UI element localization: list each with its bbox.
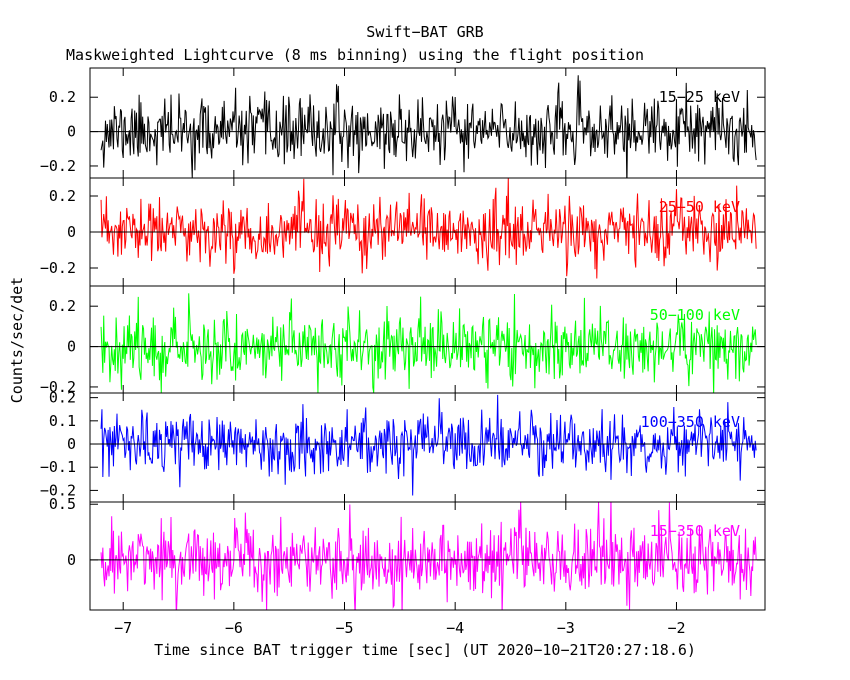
band-label-1: 25−50 keV xyxy=(659,198,740,216)
y-tick-label-1-0: 0.2 xyxy=(49,187,76,205)
y-axis-label: Counts/sec/det xyxy=(8,277,26,403)
panel-3: 0.2 0.1 0 −0.1 −0.2 100−350 keV xyxy=(40,389,766,503)
chart-title: Swift−BAT GRB xyxy=(366,23,483,41)
y-tick-label-0-1: 0 xyxy=(67,123,76,141)
band-label-2: 50−100 keV xyxy=(650,306,740,324)
y-tick-label-3-0: 0.2 xyxy=(49,389,76,407)
y-tick-label-2-2: −0.2 xyxy=(40,378,76,396)
series-line-3 xyxy=(100,394,757,496)
y-tick-label-2-0: 0.2 xyxy=(49,297,76,315)
series-line-2 xyxy=(100,293,757,393)
band-label-4: 15−350 keV xyxy=(650,522,740,540)
y-tick-label-2-1: 0 xyxy=(67,338,76,356)
panel-0: 0.2 0 −0.2 15−25 keV xyxy=(40,67,766,179)
y-tick-label-0-2: −0.2 xyxy=(40,157,76,175)
panel-group: 0.2 0 −0.2 15−25 keV 0.2 0 −0.2 25−50 keV 0.2 0 −0… xyxy=(40,67,766,611)
y-tick-label-1-1: 0 xyxy=(67,223,76,241)
chart-subtitle: Maskweighted Lightcurve (8 ms binning) u… xyxy=(66,46,644,64)
x-tick-label-3: −4 xyxy=(446,619,464,637)
x-tick-label-2: −5 xyxy=(335,619,353,637)
y-tick-label-4-1: 0 xyxy=(67,551,76,569)
y-tick-label-1-2: −0.2 xyxy=(40,259,76,277)
x-tick-label-1: −6 xyxy=(225,619,243,637)
x-tick-label-0: −7 xyxy=(114,619,132,637)
y-tick-label-0-0: 0.2 xyxy=(49,88,76,106)
band-label-0: 15−25 keV xyxy=(659,88,740,106)
y-tick-label-3-3: −0.1 xyxy=(40,458,76,476)
panel-4: 0.5 0 15−350 keV xyxy=(49,495,766,611)
y-tick-label-3-1: 0.1 xyxy=(49,412,76,430)
x-tick-group: −7 −6 −5 −4 −3 −2 xyxy=(114,619,685,637)
series-line-4 xyxy=(100,502,757,610)
x-axis-label: Time since BAT trigger time [sec] (UT 20… xyxy=(154,641,696,659)
y-tick-label-3-4: −0.2 xyxy=(40,481,76,499)
series-line-0 xyxy=(100,75,757,178)
band-label-3: 100−350 keV xyxy=(641,413,740,431)
y-tick-label-3-2: 0 xyxy=(67,435,76,453)
panel-2: 0.2 0 −0.2 50−100 keV xyxy=(40,285,766,396)
series-line-1 xyxy=(100,178,757,279)
x-tick-label-4: −3 xyxy=(557,619,575,637)
y-tick-label-4-0: 0.5 xyxy=(49,495,76,513)
x-tick-label-5: −2 xyxy=(667,619,685,637)
panel-frame-4 xyxy=(89,501,766,611)
panel-1: 0.2 0 −0.2 25−50 keV xyxy=(40,177,766,287)
